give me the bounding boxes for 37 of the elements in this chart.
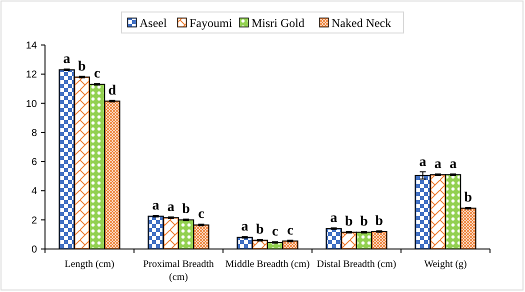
data-label: b: [345, 214, 354, 230]
y-tick-label: 8: [31, 128, 38, 139]
data-label: d: [108, 83, 116, 98]
y-tick-label: 6: [31, 157, 38, 168]
data-label: b: [256, 222, 264, 238]
data-label: b: [182, 202, 190, 218]
data-label: b: [464, 190, 472, 206]
legend-label: Naked Neck: [332, 16, 392, 30]
y-tick-label: 12: [26, 70, 38, 81]
data-label: a: [241, 220, 248, 235]
data-label: b: [375, 214, 384, 229]
data-label: c: [94, 66, 100, 82]
y-tick-label: 4: [31, 186, 38, 198]
y-tick-label: 14: [26, 40, 38, 52]
legend-label: Misri Gold: [252, 16, 305, 30]
data-label: a: [450, 156, 457, 172]
x-tick-label: Distal Breadth (cm): [316, 259, 396, 270]
legend-label: Fayoumi: [190, 16, 233, 30]
data-label: c: [272, 224, 278, 240]
data-label: b: [78, 59, 86, 74]
data-label: a: [419, 154, 426, 170]
x-tick-label: Middle Breadth (cm): [225, 259, 310, 270]
legend-label: Aseel: [140, 16, 168, 30]
data-label: a: [330, 210, 338, 226]
x-tick-label: Length (cm): [64, 259, 114, 270]
y-tick-label: 10: [26, 98, 38, 110]
x-tick-label: Proximal Breadth (cm): [143, 259, 214, 283]
data-label: c: [198, 207, 204, 222]
x-tick-label: Weight (g): [424, 259, 467, 270]
data-label: b: [360, 214, 368, 230]
data-label: a: [167, 200, 174, 215]
data-label: c: [287, 223, 294, 238]
y-tick-label: 2: [31, 215, 38, 226]
data-label: a: [63, 52, 70, 68]
data-label: a: [434, 156, 442, 172]
y-tick-label: 0: [31, 244, 38, 256]
data-label: a: [152, 198, 160, 214]
